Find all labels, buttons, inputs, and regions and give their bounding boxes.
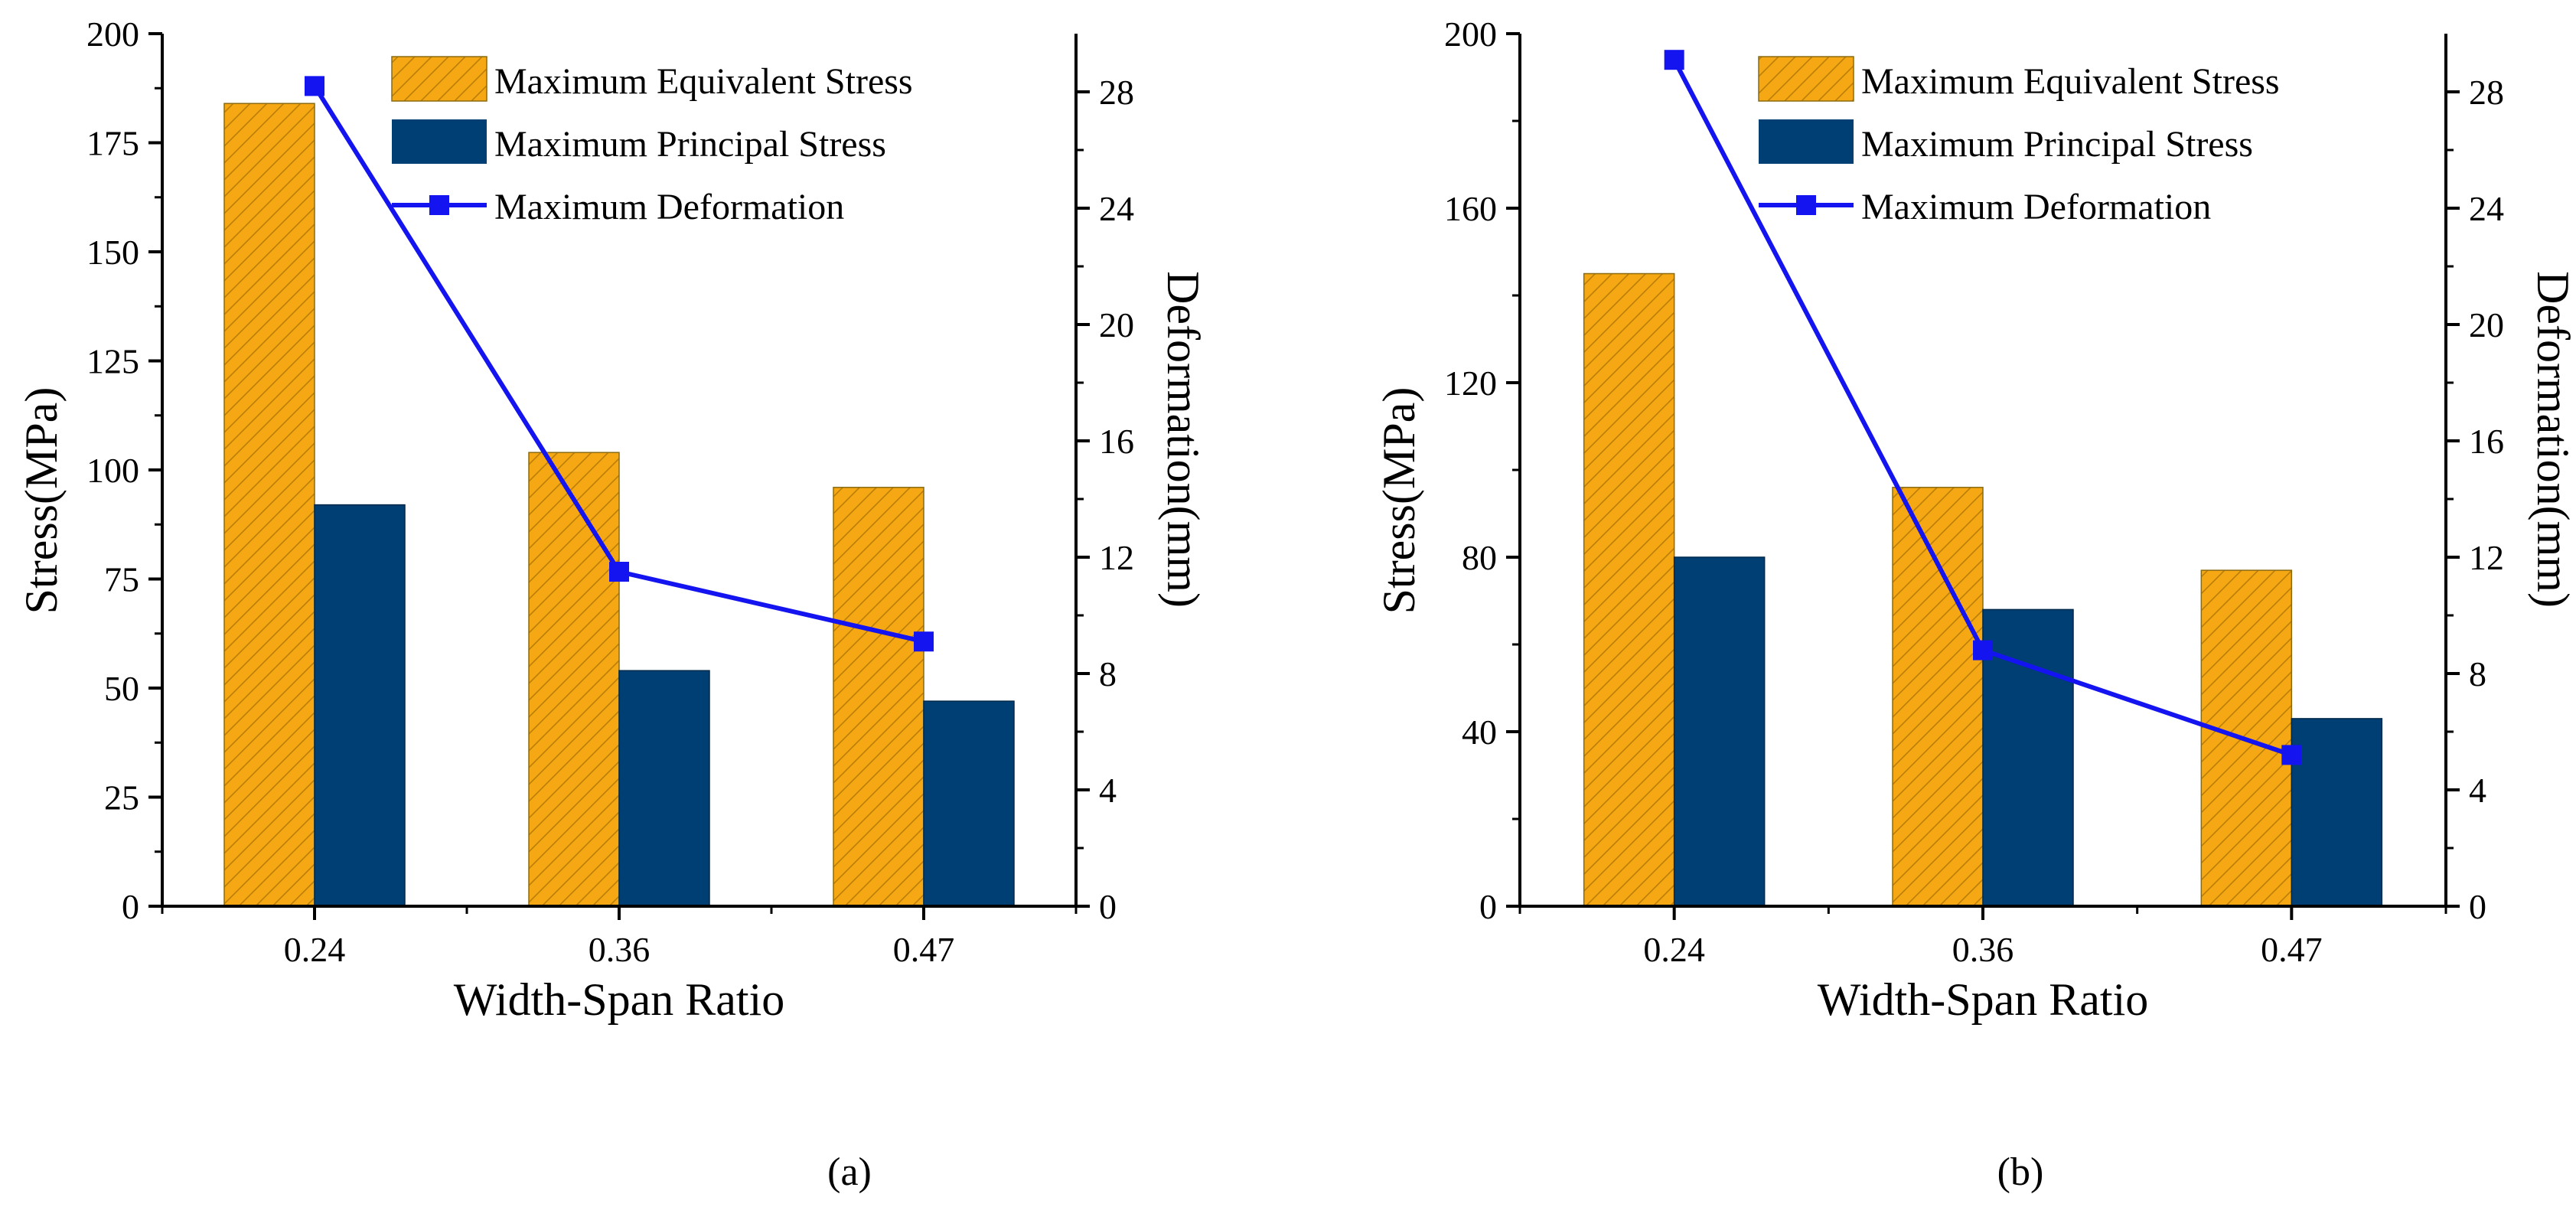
chart-panel-a: 0 25 50 75 100 125 150 175 200 0 4 8 12 16 20 24 28 0.24 0… [16,15,1208,1194]
right-tick-label: 20 [2469,305,2504,344]
bar-principal-047 [2291,718,2383,907]
right-tick-label: 8 [2469,654,2486,693]
bar-equivalent-036 [1892,487,1984,907]
deformation-point-047 [914,631,934,652]
legend-swatch-principal [1759,119,1854,164]
bar-equivalent-036 [528,452,620,907]
left-tick-label: 50 [104,669,139,708]
legend-label-equivalent: Maximum Equivalent Stress [494,61,913,102]
deformation-point-024 [1664,50,1684,70]
legend-marker-deformation [1796,195,1816,215]
legend-label-principal: Maximum Principal Stress [494,124,886,165]
y-axis-title: Stress(MPa) [16,387,67,615]
left-tick-label: 200 [86,15,139,54]
right-tick-label: 16 [2469,422,2504,461]
left-tick-label: 25 [104,778,139,817]
left-tick-label: 100 [86,451,139,490]
bar-principal-024 [314,504,406,907]
x-tick-label: 0.47 [893,930,955,969]
legend-label-principal: Maximum Principal Stress [1861,124,2253,165]
right-tick-label: 28 [2469,73,2504,112]
right-tick-label: 12 [2469,538,2504,577]
right-tick-label: 16 [1099,422,1134,461]
right-tick-label: 20 [1099,305,1134,344]
legend-label-equivalent: Maximum Equivalent Stress [1861,61,2280,102]
legend-label-deformation: Maximum Deformation [494,187,844,227]
legend-marker-deformation [429,195,449,215]
bar-principal-036 [618,670,710,907]
bar-principal-024 [1673,556,1766,907]
y-axis-title: Stress(MPa) [1374,387,1424,615]
x-axis-title: Width-Span Ratio [454,974,785,1025]
bar-principal-047 [923,700,1015,907]
left-tick-label: 120 [1444,364,1497,403]
y2-axis-title: Deformation(mm) [1158,271,1208,608]
chart-panel-b: 0 40 80 120 160 200 0 4 8 12 16 20 24 28 0.24 0.36 0.47 W… [1374,15,2576,1194]
bar-principal-036 [1982,608,2074,907]
legend-label-deformation: Maximum Deformation [1861,187,2211,227]
bar-equivalent-024 [223,103,315,907]
legend-swatch-equivalent [1758,56,1854,102]
right-tick-label: 0 [1099,887,1117,926]
left-tick-label: 160 [1444,189,1497,228]
left-tick-label: 80 [1462,538,1497,577]
left-tick-label: 125 [86,342,139,381]
panel-caption: (a) [827,1150,872,1194]
left-tick-label: 175 [86,124,139,163]
x-tick-label: 0.47 [2261,930,2323,969]
right-tick-label: 4 [1099,771,1117,810]
right-tick-label: 12 [1099,538,1134,577]
left-tick-label: 0 [1479,887,1497,926]
x-axis-title: Width-Span Ratio [1818,974,2149,1025]
right-tick-label: 24 [1099,189,1134,228]
bar-equivalent-024 [1583,272,1675,907]
right-tick-label: 24 [2469,189,2504,228]
deformation-point-036 [1973,640,1993,661]
deformation-point-047 [2281,745,2302,765]
y2-axis-title: Deformation(mm) [2528,271,2576,608]
deformation-point-024 [305,76,324,96]
left-tick-label: 0 [122,887,139,926]
x-tick-label: 0.24 [284,930,346,969]
legend: Maximum Equivalent Stress Maximum Princip… [391,56,913,227]
legend: Maximum Equivalent Stress Maximum Princip… [1758,56,2280,227]
deformation-point-036 [609,562,629,582]
right-tick-label: 28 [1099,73,1134,112]
right-tick-label: 8 [1099,654,1117,693]
legend-swatch-principal [392,119,487,164]
x-tick-label: 0.24 [1643,930,1705,969]
right-tick-label: 0 [2469,887,2486,926]
x-tick-label: 0.36 [589,930,651,969]
x-tick-label: 0.36 [1952,930,2014,969]
legend-swatch-equivalent [391,56,487,102]
left-tick-label: 200 [1444,15,1497,54]
left-tick-label: 150 [86,233,139,272]
panel-caption: (b) [1997,1150,2044,1194]
left-tick-label: 75 [104,560,139,599]
right-tick-label: 4 [2469,771,2486,810]
left-tick-label: 40 [1462,713,1497,752]
bar-equivalent-047 [833,487,924,907]
